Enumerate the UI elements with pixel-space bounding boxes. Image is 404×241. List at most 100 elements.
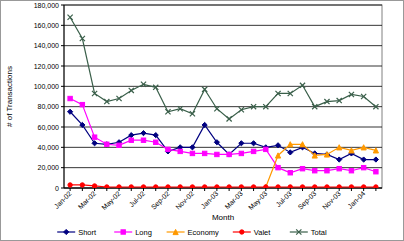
series-marker [227,116,232,121]
series-marker [202,87,207,92]
plot-marks [68,15,379,188]
series-marker [92,184,96,188]
chart-border [1,1,404,241]
series-marker [239,151,243,155]
grid-line [64,127,382,128]
x-tick-label: Nov-02 [174,190,195,211]
series-marker [92,135,96,139]
x-tick [326,188,327,191]
series-marker [300,166,304,170]
series-marker [178,149,182,153]
series-marker [361,145,366,150]
series-marker [239,185,243,188]
series-marker [154,140,158,144]
series-line [266,144,376,187]
series-marker [92,141,97,146]
series-marker [325,169,329,173]
series-marker [227,185,231,188]
series-marker [288,150,293,155]
series-marker [374,170,378,174]
x-tick [339,188,340,191]
series-marker [324,99,329,104]
series-marker [214,106,219,111]
series-marker [263,184,268,188]
series-marker [324,152,329,157]
x-tick [278,188,279,191]
series-marker [215,152,219,156]
legend-marker [296,229,301,234]
series-marker [325,185,329,188]
x-tick [253,188,254,191]
y-tick-label: 100,000 [34,83,59,90]
x-tick [70,188,71,191]
series-marker [264,147,268,151]
series-marker [129,88,134,93]
series-marker [227,152,231,156]
series-marker [349,169,353,173]
series-marker [165,109,170,114]
series-marker [141,82,146,87]
series-marker [312,153,317,158]
x-tick [290,188,291,191]
series-marker [275,153,280,158]
series-marker [190,151,194,155]
series-marker [337,185,341,188]
x-tick [229,188,230,191]
series-marker [276,185,280,188]
series-marker [141,138,145,142]
legend-marker [173,229,178,234]
series-marker [80,102,84,106]
series-marker [313,185,317,188]
legend-label: Total [311,228,327,237]
series-marker [202,151,206,155]
series-marker [105,185,109,188]
series-marker [251,104,256,109]
series-marker [239,107,244,112]
series-marker [288,142,293,147]
series-marker [288,91,293,96]
y-tick-label: 120,000 [34,63,59,70]
series-marker [202,185,206,188]
y-tick-label: 160,000 [34,22,59,29]
series-marker [166,147,170,151]
series-marker [251,149,255,153]
series-marker [374,185,378,188]
series-marker [361,94,366,99]
legend-label: Long [135,228,152,237]
series-marker [337,98,342,103]
series-marker [300,185,304,188]
legend-label: Short [78,228,97,237]
series-marker [324,152,329,157]
x-tick-label: Jul-02 [128,190,147,209]
x-tick [82,188,83,191]
legend: ShortLongEconomyValetTotal [57,228,327,237]
series-marker [141,131,146,136]
series-marker [190,111,195,116]
grid-line [64,106,382,107]
grid-line [64,25,382,26]
series-marker [312,104,317,109]
x-tick [143,188,144,191]
x-tick-label: Mar-03 [223,190,244,211]
grid-line [64,45,382,46]
series-marker [251,185,255,188]
x-tick-label: May-03 [247,190,269,212]
series-marker [68,109,73,114]
series-marker [214,140,219,145]
series-marker [68,15,73,20]
series-marker [373,104,378,109]
x-tick [216,188,217,191]
series-marker [288,185,292,188]
x-tick-label: Nov-03 [321,190,342,211]
x-tick [155,188,156,191]
series-marker [141,185,145,188]
series-marker [227,152,232,157]
y-tick-label: 80,000 [38,103,60,110]
series-marker [154,185,158,188]
series-marker [129,138,133,142]
y-tick-label: 140,000 [34,42,59,49]
y-tick-label: 40,000 [38,144,60,151]
series-marker [275,91,280,96]
x-tick [106,188,107,191]
series-line [70,185,376,187]
